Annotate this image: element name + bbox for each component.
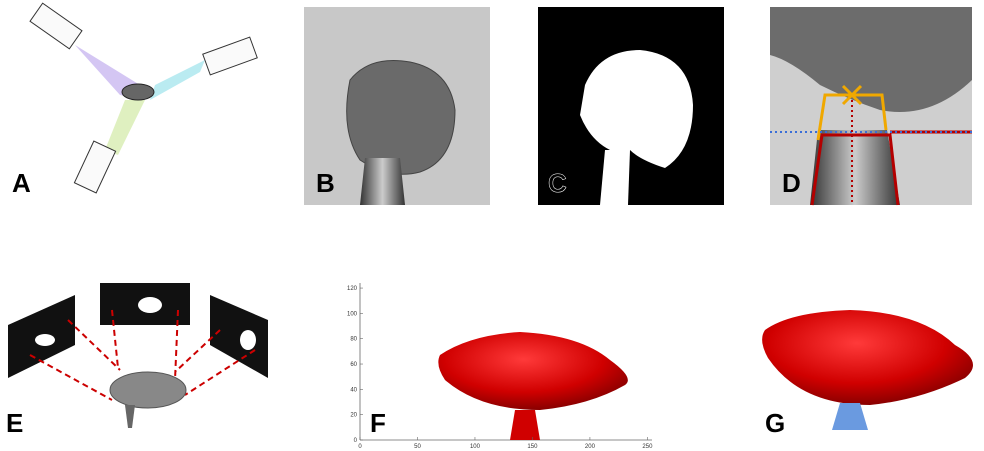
panel-label: C [548,168,567,198]
panel-label: B [316,168,335,198]
figure: A B C D E [0,0,984,451]
panel-c: C [538,7,724,205]
x-tick-label: 200 [585,444,596,450]
x-tick-label: 50 [414,444,421,450]
panel-label: F [370,408,386,438]
panel-a: A [12,3,257,198]
panel-f: F 0 20 40 60 80 100 120 0 50 100 150 200 250 [347,283,653,450]
panel-b: B [304,7,490,205]
x-tick-label: 100 [470,444,481,450]
panel-label: G [765,408,785,438]
panel-g: G [762,310,973,438]
x-tick-label: 250 [642,444,653,450]
panel-label: E [6,408,23,438]
x-tick-label: 150 [527,444,538,450]
y-tick-label: 60 [350,362,357,368]
panel-label: A [12,168,31,198]
panel-e: E [6,283,268,438]
panel-label: D [782,168,801,198]
y-tick-label: 0 [354,438,358,444]
y-tick-label: 100 [347,311,358,317]
x-tick-label: 0 [358,444,362,450]
y-tick-label: 20 [350,413,357,419]
panel-d: D [770,7,972,205]
y-tick-label: 80 [350,337,357,343]
y-tick-label: 120 [347,286,358,292]
y-tick-label: 40 [350,387,357,393]
